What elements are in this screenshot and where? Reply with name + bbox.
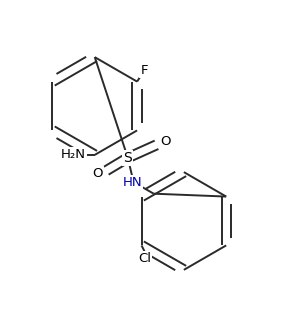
Text: H₂N: H₂N bbox=[61, 148, 86, 162]
Text: S: S bbox=[123, 151, 132, 165]
Text: F: F bbox=[141, 63, 148, 77]
Text: Cl: Cl bbox=[138, 252, 151, 265]
Text: O: O bbox=[160, 135, 171, 148]
Text: HN: HN bbox=[122, 176, 142, 189]
Text: O: O bbox=[92, 167, 103, 180]
